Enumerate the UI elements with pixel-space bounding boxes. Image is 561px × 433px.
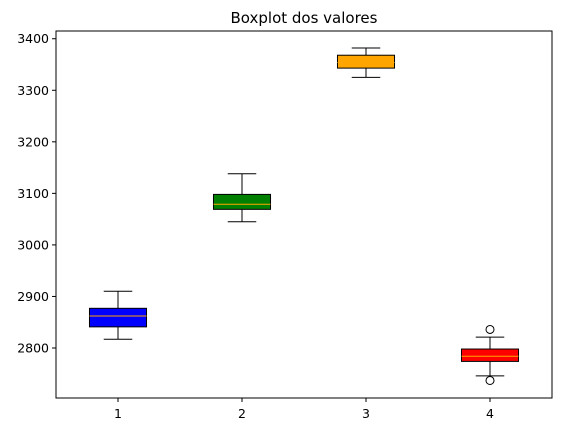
x-tick-label: 4 xyxy=(486,406,494,421)
x-tick-label: 2 xyxy=(238,406,246,421)
y-tick-label: 3200 xyxy=(17,134,49,149)
chart-title: Boxplot dos valores xyxy=(231,9,378,27)
y-tick-label: 2900 xyxy=(17,289,49,304)
y-tick-label: 3100 xyxy=(17,186,49,201)
box-1 xyxy=(88,307,148,328)
box-2 xyxy=(212,193,272,210)
y-tick-label: 3400 xyxy=(17,31,49,46)
outlier-point xyxy=(485,324,495,334)
outlier-point xyxy=(485,375,495,385)
plot-area: 2800 2900 3000 3100 3200 3300 3400 1 2 3 4 xyxy=(17,31,520,421)
axes-frame xyxy=(55,30,553,399)
y-tick-label: 3000 xyxy=(17,237,49,252)
x-tick-label: 3 xyxy=(362,406,370,421)
y-tick-label: 3300 xyxy=(17,83,49,98)
y-tick-label: 2800 xyxy=(17,341,49,356)
x-tick-label: 1 xyxy=(114,406,122,421)
box-4 xyxy=(460,348,520,362)
box-3 xyxy=(336,54,396,69)
